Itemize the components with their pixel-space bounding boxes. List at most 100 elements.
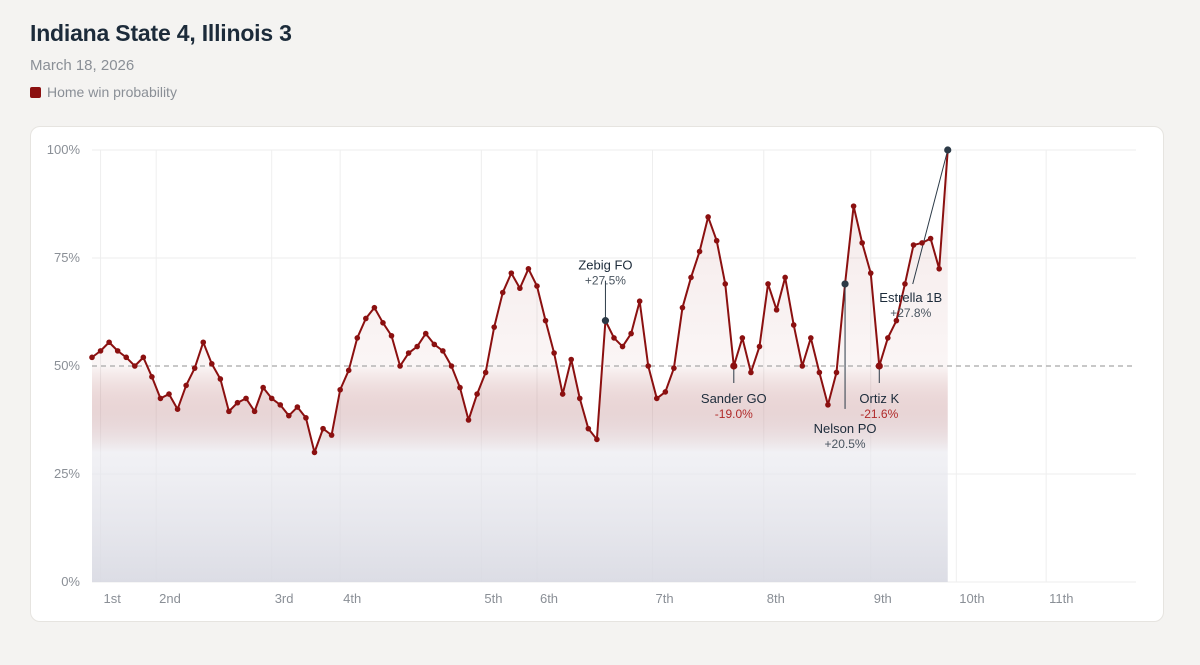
data-point <box>191 365 198 371</box>
inning-label: 8th <box>767 591 785 606</box>
annotation-delta: -19.0% <box>715 407 753 421</box>
y-tick-label: 75% <box>54 250 80 265</box>
data-point <box>739 335 746 341</box>
data-point <box>611 335 617 341</box>
data-point <box>910 242 917 248</box>
chart-title: Indiana State 4, Illinois 3 <box>30 20 292 46</box>
data-point <box>474 391 480 397</box>
data-point <box>414 343 420 350</box>
data-point <box>585 425 592 432</box>
data-point <box>816 369 823 376</box>
inning-label: 3rd <box>275 591 294 606</box>
data-point <box>243 395 249 402</box>
inning-label: 5th <box>484 591 502 606</box>
data-point <box>730 362 738 370</box>
data-point <box>551 350 557 356</box>
data-point <box>448 363 455 369</box>
data-point <box>679 304 686 311</box>
data-point <box>431 341 438 348</box>
data-point <box>380 320 386 326</box>
data-point <box>936 266 942 272</box>
inning-label: 6th <box>540 591 558 606</box>
data-point <box>286 412 292 419</box>
data-point <box>183 382 189 389</box>
data-point <box>491 324 497 330</box>
data-point <box>440 348 446 354</box>
data-point <box>645 363 652 369</box>
inning-label: 2nd <box>159 591 181 606</box>
data-point <box>277 402 284 408</box>
annotation-leaders <box>604 149 949 409</box>
data-point <box>371 304 378 311</box>
data-point <box>619 343 626 350</box>
data-point <box>756 343 763 350</box>
data-point <box>696 248 703 255</box>
data-point <box>405 350 412 356</box>
data-point <box>294 404 301 410</box>
data-point <box>149 374 155 380</box>
data-point <box>653 395 660 402</box>
data-point <box>713 237 720 244</box>
data-point <box>217 376 224 382</box>
data-point <box>422 330 429 337</box>
data-point <box>320 425 326 432</box>
data-point <box>234 399 241 406</box>
data-point <box>517 285 523 292</box>
data-point <box>927 235 934 242</box>
data-point <box>174 406 181 413</box>
data-point <box>268 395 275 402</box>
data-point <box>765 281 771 287</box>
annotation-name: Zebig FO <box>578 258 632 273</box>
data-point <box>885 335 891 341</box>
data-point <box>773 307 780 313</box>
data-points <box>89 146 952 456</box>
game-date: March 18, 2026 <box>30 57 135 74</box>
data-point <box>628 330 634 337</box>
annotation-name: Sander GO <box>701 391 767 406</box>
legend-swatch <box>30 86 41 98</box>
data-point <box>867 270 874 276</box>
data-point <box>457 384 463 391</box>
data-point <box>260 384 266 391</box>
data-point <box>790 322 797 328</box>
data-point <box>354 335 361 341</box>
data-point <box>328 432 335 438</box>
data-point <box>705 214 711 220</box>
annotations: Zebig FO+27.5%Sander GO-19.0%Nelson PO+2… <box>578 258 942 451</box>
data-point <box>944 146 952 154</box>
data-point <box>875 362 883 370</box>
data-point <box>601 317 610 325</box>
data-point <box>251 408 258 415</box>
y-tick-label: 25% <box>54 466 80 481</box>
annotation-delta: -21.6% <box>860 407 898 421</box>
data-point <box>559 391 566 397</box>
data-point <box>722 281 729 287</box>
data-point <box>131 363 138 369</box>
chart-header: Indiana State 4, Illinois 3 March 18, 20… <box>30 20 292 100</box>
data-point <box>89 354 95 361</box>
data-point <box>166 391 172 397</box>
data-point <box>337 386 343 393</box>
data-point <box>850 203 857 209</box>
legend: Home win probability <box>30 84 292 100</box>
x-axis: 1st 2nd 3rd 4th 5th 6th 7th 8th 9th 10th 11th <box>104 591 1074 606</box>
data-point <box>209 361 215 367</box>
annotation-name: Ortiz K <box>859 391 899 406</box>
inning-label: 4th <box>343 591 361 606</box>
inning-label: 9th <box>874 591 892 606</box>
y-tick-label: 0% <box>61 574 80 589</box>
inning-label: 10th <box>959 591 984 606</box>
inning-label: 7th <box>656 591 674 606</box>
data-point <box>893 317 900 324</box>
y-tick-label: 50% <box>54 358 80 373</box>
data-point <box>200 339 207 346</box>
data-point <box>397 363 403 369</box>
data-point <box>833 369 840 376</box>
data-point <box>345 367 352 374</box>
data-point <box>671 365 677 371</box>
data-point <box>799 363 806 369</box>
inning-label: 11th <box>1049 591 1073 606</box>
legend-label: Home win probability <box>47 84 177 100</box>
y-axis: 0% 25% 50% 75% 100% <box>47 142 81 589</box>
data-point <box>782 274 788 281</box>
